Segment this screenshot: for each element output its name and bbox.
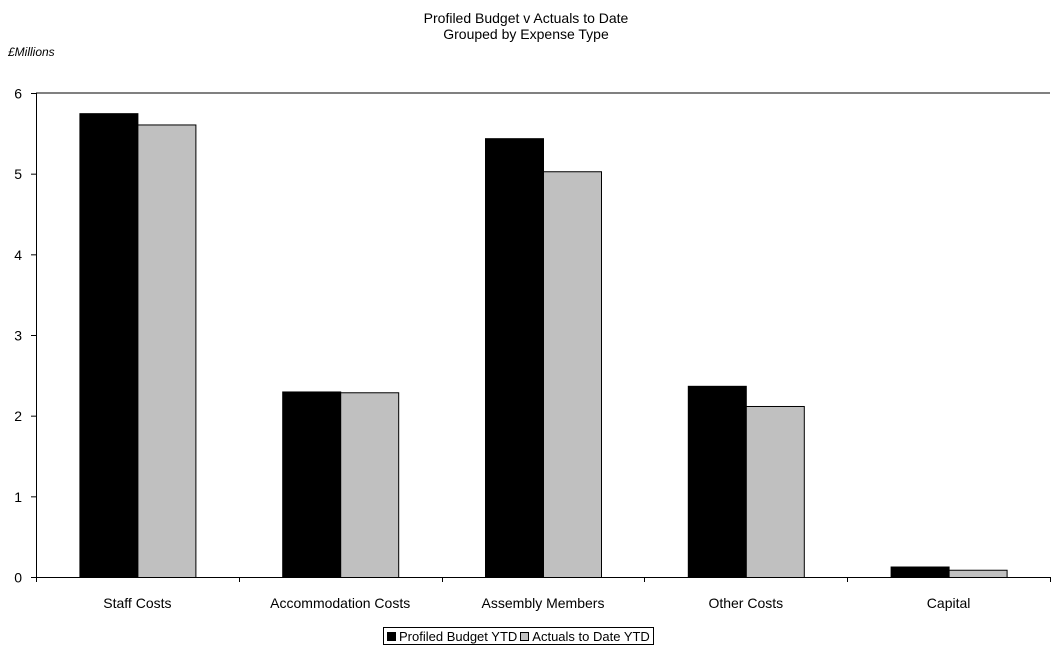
legend-swatch-actuals xyxy=(520,631,530,641)
y-tick-label: 0 xyxy=(14,570,22,586)
bar-actuals-other-costs xyxy=(745,405,805,578)
y-tick-label: 5 xyxy=(14,166,22,182)
bar-budget-staff-costs xyxy=(79,113,139,579)
bar-budget-assembly-members xyxy=(485,138,544,578)
x-tick-label: Staff Costs xyxy=(103,595,171,611)
y-tick-label: 6 xyxy=(14,86,22,102)
x-tick-label: Capital xyxy=(927,595,971,611)
bar-actuals-capital xyxy=(948,569,1008,578)
chart-subtitle: Grouped by Expense Type xyxy=(443,26,609,42)
x-tick-label: Other Costs xyxy=(708,595,783,611)
y-axis-unit-label: £Millions xyxy=(8,45,55,59)
x-tick-label: Accommodation Costs xyxy=(270,595,410,611)
x-tick-label: Assembly Members xyxy=(482,595,605,611)
legend: Profiled Budget YTD Actuals to Date YTD xyxy=(383,627,654,645)
y-tick-label: 4 xyxy=(14,247,22,263)
bar-budget-other-costs xyxy=(687,385,747,578)
y-tick-label: 3 xyxy=(14,328,22,344)
legend-item-budget: Profiled Budget YTD xyxy=(387,629,517,644)
y-tick-label: 2 xyxy=(14,408,22,424)
y-tick-label: 1 xyxy=(14,489,22,505)
bar-actuals-staff-costs xyxy=(137,124,197,579)
legend-label-actuals: Actuals to Date YTD xyxy=(532,628,650,644)
bar-budget-accommodation-costs xyxy=(282,391,342,579)
bar-budget-capital xyxy=(890,566,950,578)
chart-title: Profiled Budget v Actuals to Date xyxy=(423,10,629,26)
bar-actuals-assembly-members xyxy=(543,171,602,578)
legend-item-actuals: Actuals to Date YTD xyxy=(520,629,650,644)
legend-label-budget: Profiled Budget YTD xyxy=(399,628,518,644)
legend-swatch-budget xyxy=(387,631,396,641)
bar-actuals-accommodation-costs xyxy=(340,392,400,579)
